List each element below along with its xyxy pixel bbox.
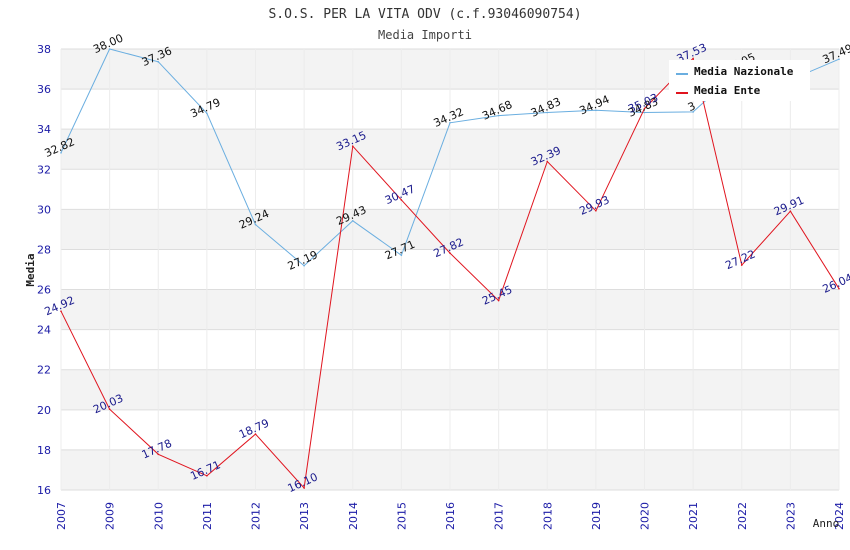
y-tick-label: 36 <box>37 83 51 96</box>
data-label: 27.22 <box>723 248 757 273</box>
data-point <box>692 111 694 113</box>
x-tick-label: 2024 <box>833 502 846 530</box>
data-point <box>789 210 792 212</box>
data-point <box>254 223 257 226</box>
x-tick-label: 2013 <box>298 502 311 530</box>
x-tick-label: 2021 <box>687 502 700 530</box>
y-tick-label: 16 <box>37 484 51 497</box>
data-point <box>595 209 597 212</box>
data-point <box>400 199 403 201</box>
data-point <box>546 111 549 114</box>
x-tick-label: 2016 <box>444 502 457 530</box>
chart-title: S.O.S. PER LA VITA ODV (c.f.93046090754) <box>268 7 581 22</box>
legend-label-media-ente: Media Ente <box>694 84 761 97</box>
data-label: 34.83 <box>529 95 563 120</box>
data-point <box>351 219 354 222</box>
y-tick-label: 18 <box>37 444 51 457</box>
data-point <box>595 109 597 112</box>
x-tick-label: 2018 <box>541 502 554 530</box>
y-tick-label: 34 <box>37 123 51 136</box>
data-point <box>303 487 305 489</box>
y-tick-label: 38 <box>37 43 51 56</box>
data-point <box>497 114 500 117</box>
data-point <box>497 299 500 302</box>
data-point <box>108 48 111 50</box>
data-label: 34.68 <box>480 98 514 123</box>
data-point <box>303 264 305 267</box>
legend-label-media-nazionale: Media Nazionale <box>694 65 794 78</box>
x-tick-label: 2017 <box>493 502 506 530</box>
legend-box <box>669 60 810 101</box>
y-tick-label: 32 <box>37 163 51 176</box>
x-tick-label: 2012 <box>250 502 263 530</box>
x-tick-label: 2009 <box>104 502 117 530</box>
data-label: 30.47 <box>383 182 417 207</box>
y-tick-label: 28 <box>37 243 51 256</box>
data-point <box>449 252 451 254</box>
y-tick-label: 20 <box>37 404 51 417</box>
data-point <box>351 145 354 148</box>
data-point <box>60 310 62 312</box>
x-tick-label: 2023 <box>784 502 797 530</box>
data-point <box>838 58 840 61</box>
data-label: 34.94 <box>577 93 611 118</box>
x-axis-label: Anno <box>813 517 840 530</box>
data-point <box>206 474 208 477</box>
data-point <box>254 433 257 435</box>
x-tick-label: 2019 <box>590 502 603 530</box>
y-tick-label: 30 <box>37 203 51 216</box>
x-tick-label: 2014 <box>347 502 360 530</box>
x-tick-label: 2015 <box>395 502 408 530</box>
data-point <box>692 57 694 60</box>
data-point <box>60 152 62 154</box>
x-tick-label: 2010 <box>152 502 165 530</box>
data-labels: 32.8238.0037.3634.7929.2427.1929.4327.71… <box>43 31 850 495</box>
data-point <box>206 112 208 115</box>
data-point <box>108 408 111 411</box>
data-point <box>546 160 549 163</box>
x-axis-ticks: 2007 2009 2010 2011 2012 2013 2014 2015 2016 2017… <box>55 502 846 530</box>
data-point <box>400 254 403 257</box>
y-tick-label: 22 <box>37 364 51 377</box>
x-tick-label: 2020 <box>639 502 652 530</box>
data-point <box>157 453 160 456</box>
data-label: 27.19 <box>286 248 320 273</box>
data-point <box>157 61 160 63</box>
legend: Media Nazionale Media Ente <box>669 60 810 101</box>
data-label: 18.79 <box>237 417 271 442</box>
x-tick-label: 2022 <box>736 502 749 530</box>
chart-subtitle: Media Importi <box>378 28 472 42</box>
x-tick-label: 2011 <box>201 502 214 530</box>
data-label: 3 <box>686 99 698 114</box>
data-point <box>643 107 646 110</box>
data-point <box>838 287 840 290</box>
y-tick-label: 24 <box>37 324 51 337</box>
data-point <box>740 264 743 266</box>
data-point <box>643 111 646 114</box>
y-axis-label: Media <box>24 253 37 286</box>
data-point <box>449 121 451 124</box>
x-tick-label: 2007 <box>55 502 68 530</box>
y-axis-ticks: 16 18 20 22 24 26 28 30 32 34 36 38 <box>37 43 51 497</box>
y-tick-label: 26 <box>37 284 51 297</box>
